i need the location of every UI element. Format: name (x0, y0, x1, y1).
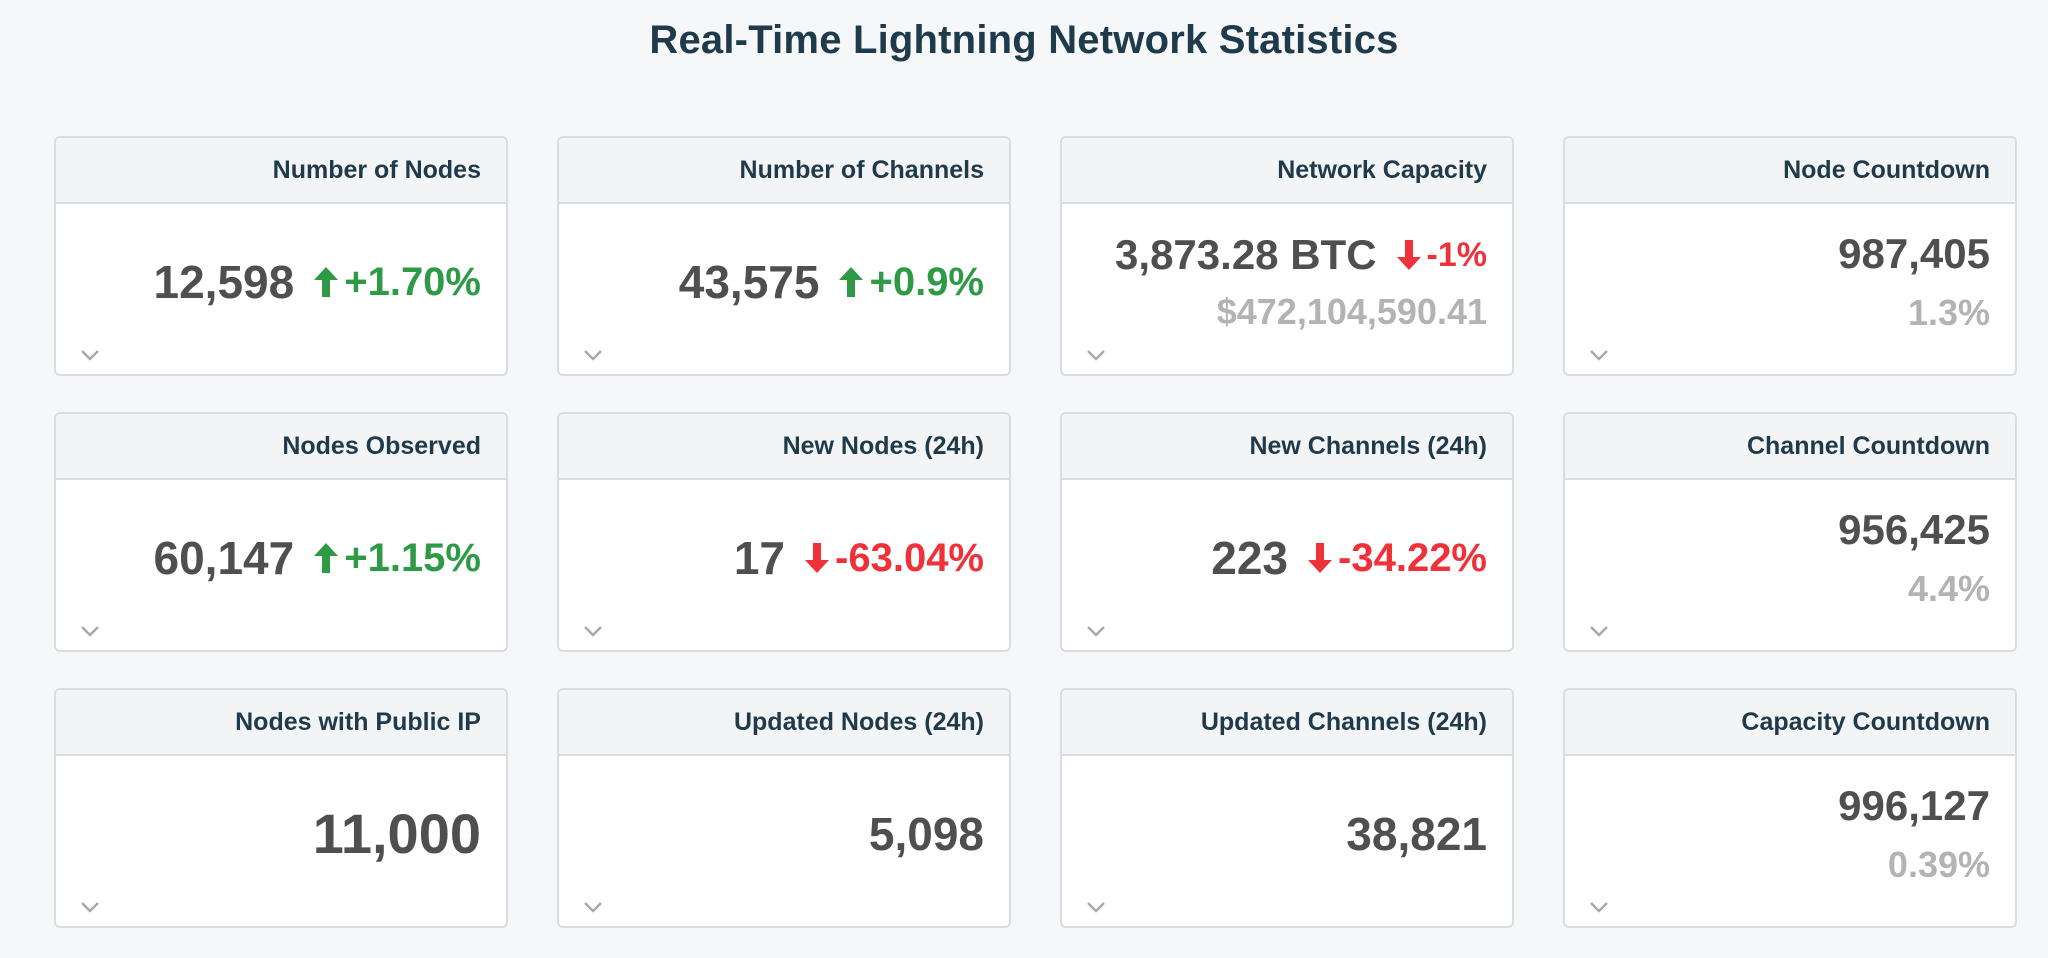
card-title: Updated Channels (24h) (1062, 690, 1512, 756)
card-body: 38,821 (1062, 756, 1512, 926)
card-body: 956,425 4.4% (1565, 480, 2015, 650)
change-indicator: +0.9% (839, 262, 984, 302)
card-number-of-nodes: Number of Nodes 12,598 +1.70% (54, 136, 508, 376)
chevron-down-icon[interactable] (80, 348, 100, 362)
stat-value: 3,873.28 BTC (1115, 231, 1377, 278)
arrow-up-icon (314, 267, 339, 297)
card-network-capacity: Network Capacity 3,873.28 BTC -1% $472,1… (1060, 136, 1514, 376)
stat-value: 956,425 (1838, 506, 1990, 553)
chevron-down-icon[interactable] (80, 900, 100, 914)
chevron-down-icon[interactable] (583, 624, 603, 638)
arrow-down-icon (1396, 240, 1421, 270)
card-title: Node Countdown (1565, 138, 2015, 204)
chevron-down-icon[interactable] (583, 900, 603, 914)
card-body: 5,098 (559, 756, 1009, 926)
card-body: 3,873.28 BTC -1% $472,104,590.41 (1062, 204, 1512, 374)
card-title: Network Capacity (1062, 138, 1512, 204)
card-body: 12,598 +1.70% (56, 204, 506, 374)
card-nodes-with-public-ip: Nodes with Public IP 11,000 (54, 688, 508, 928)
change-indicator: +1.15% (314, 538, 481, 578)
change-value: -1% (1426, 236, 1487, 274)
change-indicator: -34.22% (1308, 538, 1487, 578)
card-title: New Nodes (24h) (559, 414, 1009, 480)
chevron-down-icon[interactable] (1086, 624, 1106, 638)
card-title: New Channels (24h) (1062, 414, 1512, 480)
usd-value: $472,104,590.41 (1216, 291, 1487, 332)
card-node-countdown: Node Countdown 987,405 1.3% (1563, 136, 2017, 376)
chevron-down-icon[interactable] (583, 348, 603, 362)
chevron-down-icon[interactable] (1589, 900, 1609, 914)
stat-value: 5,098 (868, 808, 984, 860)
stat-value: 43,575 (678, 256, 820, 308)
card-nodes-observed: Nodes Observed 60,147 +1.15% (54, 412, 508, 652)
stat-value: 223 (1211, 532, 1289, 584)
arrow-down-icon (805, 543, 830, 573)
chevron-down-icon[interactable] (1086, 348, 1106, 362)
chevron-down-icon[interactable] (1589, 348, 1609, 362)
card-title: Nodes with Public IP (56, 690, 506, 756)
card-body: 17 -63.04% (559, 480, 1009, 650)
card-body: 11,000 (56, 756, 506, 926)
stat-value: 987,405 (1838, 230, 1990, 277)
countdown-percent: 4.4% (1907, 568, 1990, 609)
stat-value: 17 (733, 532, 786, 584)
change-value: -34.22% (1338, 536, 1487, 580)
change-value: -63.04% (835, 536, 984, 580)
card-new-channels-24h: New Channels (24h) 223 -34.22% (1060, 412, 1514, 652)
card-body: 996,127 0.39% (1565, 756, 2015, 926)
card-capacity-countdown: Capacity Countdown 996,127 0.39% (1563, 688, 2017, 928)
card-title: Updated Nodes (24h) (559, 690, 1009, 756)
card-number-of-channels: Number of Channels 43,575 +0.9% (557, 136, 1011, 376)
stat-value: 996,127 (1838, 782, 1990, 829)
change-value: +0.9% (869, 260, 984, 304)
card-title: Number of Channels (559, 138, 1009, 204)
change-indicator: -63.04% (805, 538, 984, 578)
stat-value: 60,147 (153, 532, 295, 584)
chevron-down-icon[interactable] (1589, 624, 1609, 638)
arrow-up-icon (314, 543, 339, 573)
card-channel-countdown: Channel Countdown 956,425 4.4% (1563, 412, 2017, 652)
card-title: Nodes Observed (56, 414, 506, 480)
card-body: 43,575 +0.9% (559, 204, 1009, 374)
card-body: 223 -34.22% (1062, 480, 1512, 650)
countdown-percent: 1.3% (1907, 292, 1990, 333)
change-indicator: +1.70% (314, 262, 481, 302)
stat-value: 11,000 (312, 802, 481, 865)
card-updated-channels-24h: Updated Channels (24h) 38,821 (1060, 688, 1514, 928)
page-title: Real-Time Lightning Network Statistics (649, 18, 1399, 62)
arrow-up-icon (839, 267, 864, 297)
arrow-down-icon (1308, 543, 1333, 573)
chevron-down-icon[interactable] (80, 624, 100, 638)
countdown-percent: 0.39% (1887, 844, 1990, 885)
card-body: 60,147 +1.15% (56, 480, 506, 650)
card-new-nodes-24h: New Nodes (24h) 17 -63.04% (557, 412, 1011, 652)
card-body: 987,405 1.3% (1565, 204, 2015, 374)
card-title: Number of Nodes (56, 138, 506, 204)
stat-value: 12,598 (153, 256, 295, 308)
card-title: Channel Countdown (1565, 414, 2015, 480)
card-title: Capacity Countdown (1565, 690, 2015, 756)
stats-grid: Number of Nodes 12,598 +1.70% Number of … (54, 136, 2017, 928)
stat-value: 38,821 (1346, 808, 1487, 860)
card-updated-nodes-24h: Updated Nodes (24h) 5,098 (557, 688, 1011, 928)
chevron-down-icon[interactable] (1086, 900, 1106, 914)
change-value: +1.15% (344, 536, 481, 580)
change-value: +1.70% (344, 260, 481, 304)
change-indicator: -1% (1396, 236, 1487, 274)
